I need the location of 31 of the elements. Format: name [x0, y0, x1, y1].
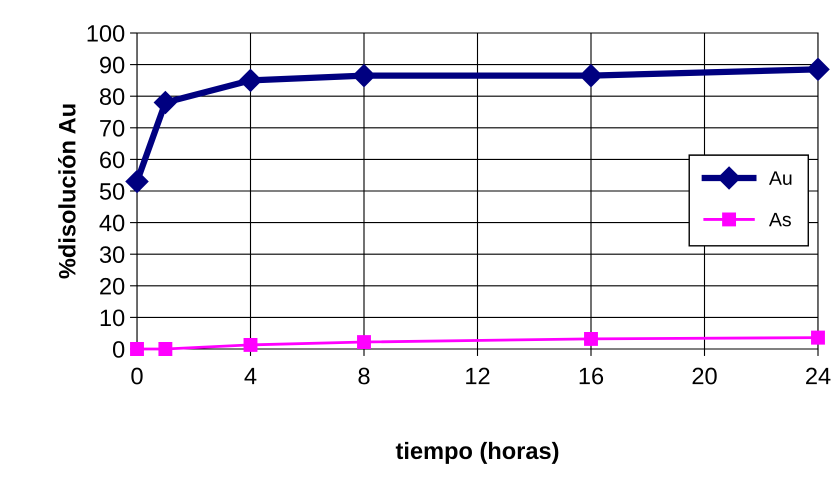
point: [130, 342, 144, 356]
y-tick-label: 40: [99, 214, 124, 232]
x-tick-label: 16: [580, 368, 604, 384]
point: [244, 338, 258, 352]
y-tick-label: 50: [100, 183, 124, 200]
legend-label: Au: [768, 171, 792, 185]
y-tick-label: 100: [88, 25, 124, 42]
legend-label: As: [768, 212, 791, 226]
y-tick-label: 70: [100, 120, 124, 137]
point: [158, 342, 172, 356]
point: [811, 330, 825, 345]
x-tick-label: 12: [466, 368, 490, 384]
point: [126, 170, 148, 194]
x-tick-label: 20: [692, 368, 717, 384]
y-tick-label: 20: [100, 278, 124, 295]
y-tick-label: 90: [100, 56, 124, 74]
y-tick-label: 80: [100, 88, 124, 105]
y-axis-title: %disolución Au: [58, 104, 76, 279]
point: [584, 332, 598, 346]
x-tick-label: 8: [358, 368, 370, 384]
y-tick-label: 60: [100, 151, 124, 168]
y-tick-label: 30: [100, 246, 124, 263]
point: [357, 335, 371, 349]
y-tick-label: 10: [100, 309, 124, 326]
point: [154, 91, 177, 114]
x-axis-title: tiempo (horas): [396, 442, 558, 464]
x-tick-label: 0: [131, 368, 143, 384]
point: [239, 68, 262, 92]
x-tick-label: 4: [244, 368, 256, 384]
y-tick-label: 0: [112, 341, 124, 358]
x-tick-label: 24: [806, 368, 830, 384]
